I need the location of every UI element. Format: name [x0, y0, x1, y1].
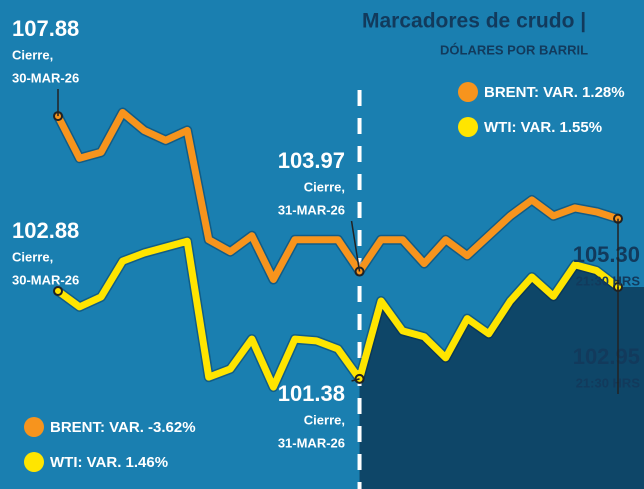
- point-note: 30-MAR-26: [12, 70, 79, 85]
- point-note: Cierre,: [304, 179, 345, 194]
- point-note: 31-MAR-26: [278, 435, 345, 450]
- legend-label: BRENT: VAR. -3.62%: [50, 419, 196, 436]
- series-line: [54, 109, 620, 283]
- legend-label: BRENT: VAR. 1.28%: [484, 84, 625, 101]
- legend-swatch: [458, 82, 478, 102]
- point-note: Cierre,: [304, 412, 345, 427]
- legend-swatch: [24, 417, 44, 437]
- legend-swatch: [24, 452, 44, 472]
- point-note: 31-MAR-26: [278, 202, 345, 217]
- point-value-label: 107.88: [12, 16, 79, 41]
- point-value-label: 101.38: [278, 381, 345, 406]
- point-value-label: 102.95: [573, 344, 640, 369]
- series-line: [55, 237, 621, 391]
- point-value-label: 103.97: [278, 148, 345, 173]
- leader-line: [351, 378, 360, 382]
- point-note: 30-MAR-26: [12, 272, 79, 287]
- chart-title: Marcadores de crudo |: [362, 10, 586, 33]
- night-area: [359, 264, 644, 489]
- point-note: Cierre,: [12, 47, 53, 62]
- legend-label: WTI: VAR. 1.55%: [484, 119, 602, 136]
- point-value-label: 102.88: [12, 218, 79, 243]
- point-note: 21:30 HRS: [576, 273, 641, 288]
- point-note: Cierre,: [12, 249, 53, 264]
- chart-subtitle: DÓLARES POR BARRIL: [440, 42, 588, 57]
- legend-swatch: [458, 117, 478, 137]
- point-note: 21:30 HRS: [576, 375, 641, 390]
- point-value-label: 105.30: [573, 242, 640, 267]
- leader-line: [350, 220, 361, 272]
- legend-label: WTI: VAR. 1.46%: [50, 454, 168, 471]
